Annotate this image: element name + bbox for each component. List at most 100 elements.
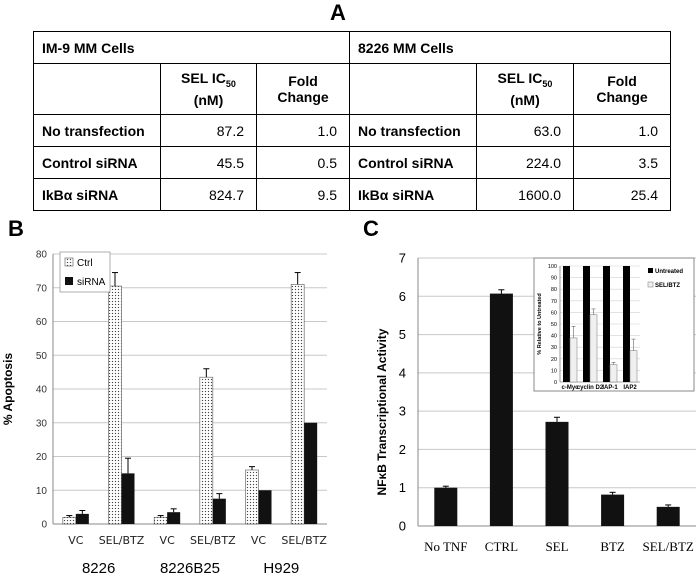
- bar-selbtz: [569, 337, 578, 383]
- legend: Ctrl siRNA: [59, 251, 111, 293]
- legend-swatch-ctrl: [64, 257, 74, 267]
- y-tick-label: 2: [399, 442, 406, 457]
- fold-value: 9.5: [256, 178, 350, 211]
- bar: [656, 506, 680, 526]
- group-8226: 8226 MM Cells: [349, 31, 671, 64]
- x-tick-label: VC: [160, 534, 176, 547]
- row-label: Control siRNA: [33, 146, 161, 179]
- bar-ctrl: [108, 285, 122, 525]
- bar-untreated: [563, 266, 570, 382]
- y-tick-label: 10: [36, 486, 48, 497]
- row-label: IkBα siRNA: [33, 178, 161, 211]
- ic50-value: 824.7: [160, 178, 257, 211]
- bar-sirna: [121, 473, 135, 524]
- y-tick-label: 70: [36, 283, 48, 294]
- table-row: Control siRNA 45.5 0.5 Control siRNA 224…: [33, 146, 671, 179]
- legend-label-untreated: Untreated: [655, 269, 683, 275]
- ic50-value: 87.2: [160, 114, 257, 147]
- x-tick-label: SEL/BTZ: [190, 534, 236, 547]
- y-tick-label: 7: [399, 251, 406, 266]
- bar-ctrl: [153, 516, 168, 525]
- y-tick-label: 40: [36, 385, 48, 396]
- y-tick-label: 30: [36, 418, 48, 429]
- group-im9: IM-9 MM Cells: [33, 31, 350, 64]
- bar-untreated: [583, 266, 590, 382]
- x-tick-label: IAP-1: [602, 385, 618, 391]
- y-tick-label: 40: [551, 334, 557, 340]
- fold-value: 25.4: [573, 178, 671, 211]
- fold-value: 1.0: [256, 114, 350, 147]
- x-tick-label: SEL/BTZ: [643, 539, 694, 554]
- y-tick-label: 60: [551, 310, 557, 316]
- ic50-table: IM-9 MM Cells 8226 MM Cells SEL IC50 (nM)…: [33, 31, 671, 211]
- y-tick-label: 90: [551, 276, 557, 282]
- group-label: 8226B25: [160, 560, 220, 577]
- y-tick-label: 6: [399, 289, 406, 304]
- legend-label-ctrl: Ctrl: [77, 258, 93, 269]
- legend-label-sirna: siRNA: [77, 277, 106, 288]
- x-tick-label: VC: [68, 534, 84, 547]
- row-label: No transfection: [349, 114, 477, 147]
- table-row: No transfection 87.2 1.0 No transfection…: [33, 114, 671, 147]
- x-tick-label: No TNF: [424, 539, 467, 554]
- table-row: IkBα siRNA 824.7 9.5 IkBα siRNA 1600.0 2…: [33, 178, 671, 211]
- row-label: No transfection: [33, 114, 161, 147]
- bar-untreated: [603, 266, 610, 382]
- y-tick-label: 0: [41, 520, 47, 531]
- x-tick-label: c-Myc: [561, 385, 579, 391]
- legend-swatch-selbtz: [647, 281, 654, 288]
- y-tick-label: 1: [399, 480, 406, 495]
- x-tick-label: CTRL: [485, 539, 518, 554]
- bar-sirna: [167, 512, 181, 524]
- y-tick-label: 50: [551, 322, 557, 328]
- x-tick-label: SEL/BTZ: [99, 534, 145, 547]
- inset-chart: 0 10 20 30 40 50 60 70 80 90 100 % Relative to Untr…: [533, 257, 695, 392]
- bar-sirna: [212, 498, 226, 524]
- legend-swatch-untreated: [648, 268, 653, 273]
- ic50-value: 1600.0: [476, 178, 574, 211]
- y-axis-label: % Relative to Untreated: [537, 293, 543, 354]
- y-tick-label: 60: [36, 317, 48, 328]
- apoptosis-chart: 0 10 20 30 40 50 60 70 80 % Apoptosis VC SEL/BTZ VC S…: [1, 250, 327, 578]
- x-tick-label: BTZ: [600, 539, 625, 554]
- panel-label-a: A: [330, 0, 346, 25]
- bar-sirna: [75, 513, 89, 524]
- x-tick-label: SEL/BTZ: [281, 534, 327, 547]
- panel-label-c: C: [363, 216, 379, 241]
- nfkb-chart: 0 1 2 3 4 5 6 7 NFκB Transcriptional Activity No …: [375, 251, 696, 554]
- row-label: IkBα siRNA: [349, 178, 477, 211]
- bar: [545, 421, 569, 526]
- fold-value: 1.0: [573, 114, 671, 147]
- table-group-row: IM-9 MM Cells 8226 MM Cells: [33, 31, 671, 64]
- y-tick-label: 70: [551, 299, 557, 305]
- panel-label-b: B: [8, 216, 24, 241]
- fold-value: 0.5: [256, 146, 350, 179]
- y-tick-label: 3: [399, 404, 406, 419]
- inset-legend: Untreated SEL/BTZ: [647, 268, 683, 289]
- bar-selbtz: [589, 314, 598, 383]
- y-tick-label: 0: [399, 519, 406, 534]
- bar-ctrl: [199, 376, 214, 525]
- x-tick-label: SEL: [545, 539, 568, 554]
- y-tick-label: 80: [551, 287, 557, 293]
- bar-ctrl: [245, 469, 259, 525]
- bar-sirna: [304, 422, 318, 524]
- legend-swatch-sirna: [65, 277, 73, 285]
- x-tick-label: IAP2: [623, 385, 637, 391]
- bar: [601, 494, 625, 526]
- y-tick-label: 30: [551, 345, 557, 351]
- y-tick-label: 100: [548, 264, 557, 270]
- bar-untreated: [623, 266, 630, 382]
- legend-label-selbtz: SEL/BTZ: [655, 283, 680, 289]
- bar-ctrl: [290, 284, 305, 525]
- y-tick-label: 20: [551, 357, 557, 363]
- y-tick-label: 50: [36, 351, 48, 362]
- y-tick-label: 20: [36, 452, 48, 463]
- y-axis-label: % Apoptosis: [1, 353, 15, 426]
- group-label: 8226: [82, 560, 115, 577]
- ic50-value: 224.0: [476, 146, 574, 179]
- bar-sirna: [258, 490, 272, 524]
- group-label: H929: [263, 560, 299, 577]
- bar: [434, 487, 458, 526]
